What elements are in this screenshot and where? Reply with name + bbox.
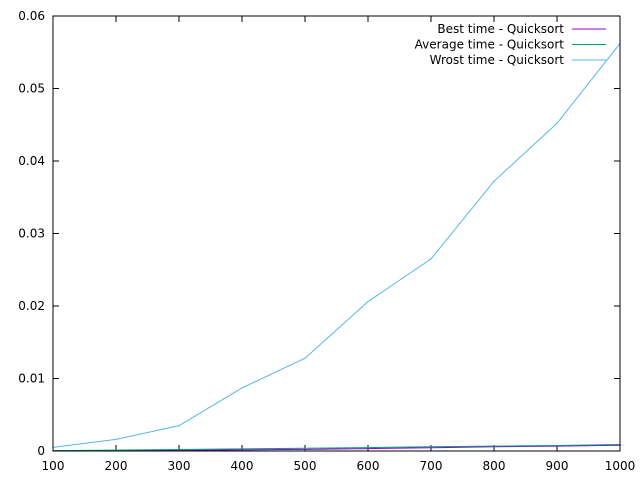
data-point bbox=[178, 425, 180, 427]
x-tick-label: 100 bbox=[42, 459, 65, 473]
y-tick-label: 0.04 bbox=[18, 154, 45, 168]
series-lines bbox=[52, 42, 621, 452]
series-line-1 bbox=[52, 444, 621, 452]
x-tick-label: 200 bbox=[105, 459, 128, 473]
x-tick-label: 500 bbox=[294, 459, 317, 473]
legend-label: Best time - Quicksort bbox=[437, 22, 564, 36]
plot-frame bbox=[52, 15, 621, 452]
series-line-2 bbox=[52, 443, 621, 452]
data-point bbox=[430, 447, 432, 449]
data-point bbox=[493, 180, 495, 182]
data-point bbox=[241, 448, 243, 450]
x-tick-label: 900 bbox=[546, 459, 569, 473]
y-tick-label: 0.06 bbox=[18, 9, 45, 23]
data-point bbox=[367, 446, 369, 449]
data-point bbox=[304, 447, 306, 449]
y-tick-label: 0 bbox=[37, 444, 45, 458]
x-tick-label: 400 bbox=[231, 459, 254, 473]
data-point bbox=[430, 446, 432, 448]
x-tick-label: 800 bbox=[483, 459, 506, 473]
y-tick-label: 0.01 bbox=[18, 372, 45, 386]
legend-label: Wrost time - Quicksort bbox=[430, 53, 565, 67]
x-tick-label: 1000 bbox=[605, 459, 636, 473]
axis-ticks bbox=[52, 15, 621, 452]
x-tick-label: 300 bbox=[168, 459, 191, 473]
axis-tick-labels: 100 200 300 400 500 600 700 800 900 1000 0 0.01 0.02… bbox=[18, 9, 635, 473]
data-point bbox=[115, 438, 117, 440]
data-point bbox=[115, 449, 117, 451]
data-point bbox=[178, 448, 180, 451]
y-tick-label: 0.05 bbox=[18, 82, 45, 96]
data-point bbox=[304, 448, 306, 451]
y-tick-label: 0.03 bbox=[18, 227, 45, 241]
x-tick-label: 600 bbox=[357, 459, 380, 473]
data-point bbox=[493, 445, 495, 447]
data-point bbox=[556, 122, 558, 124]
data-point bbox=[304, 357, 306, 359]
x-tick-label: 700 bbox=[420, 459, 443, 473]
data-point bbox=[367, 448, 369, 450]
legend-label: Average time - Quicksort bbox=[415, 38, 565, 52]
y-tick-label: 0.02 bbox=[18, 299, 45, 313]
legend: Best time - Quicksort Average time - Quic… bbox=[415, 22, 606, 67]
data-point bbox=[430, 258, 432, 260]
data-point bbox=[241, 449, 243, 451]
series-line-3 bbox=[52, 43, 621, 448]
data-point bbox=[556, 444, 558, 447]
data-point bbox=[241, 387, 243, 389]
data-point bbox=[367, 301, 369, 303]
